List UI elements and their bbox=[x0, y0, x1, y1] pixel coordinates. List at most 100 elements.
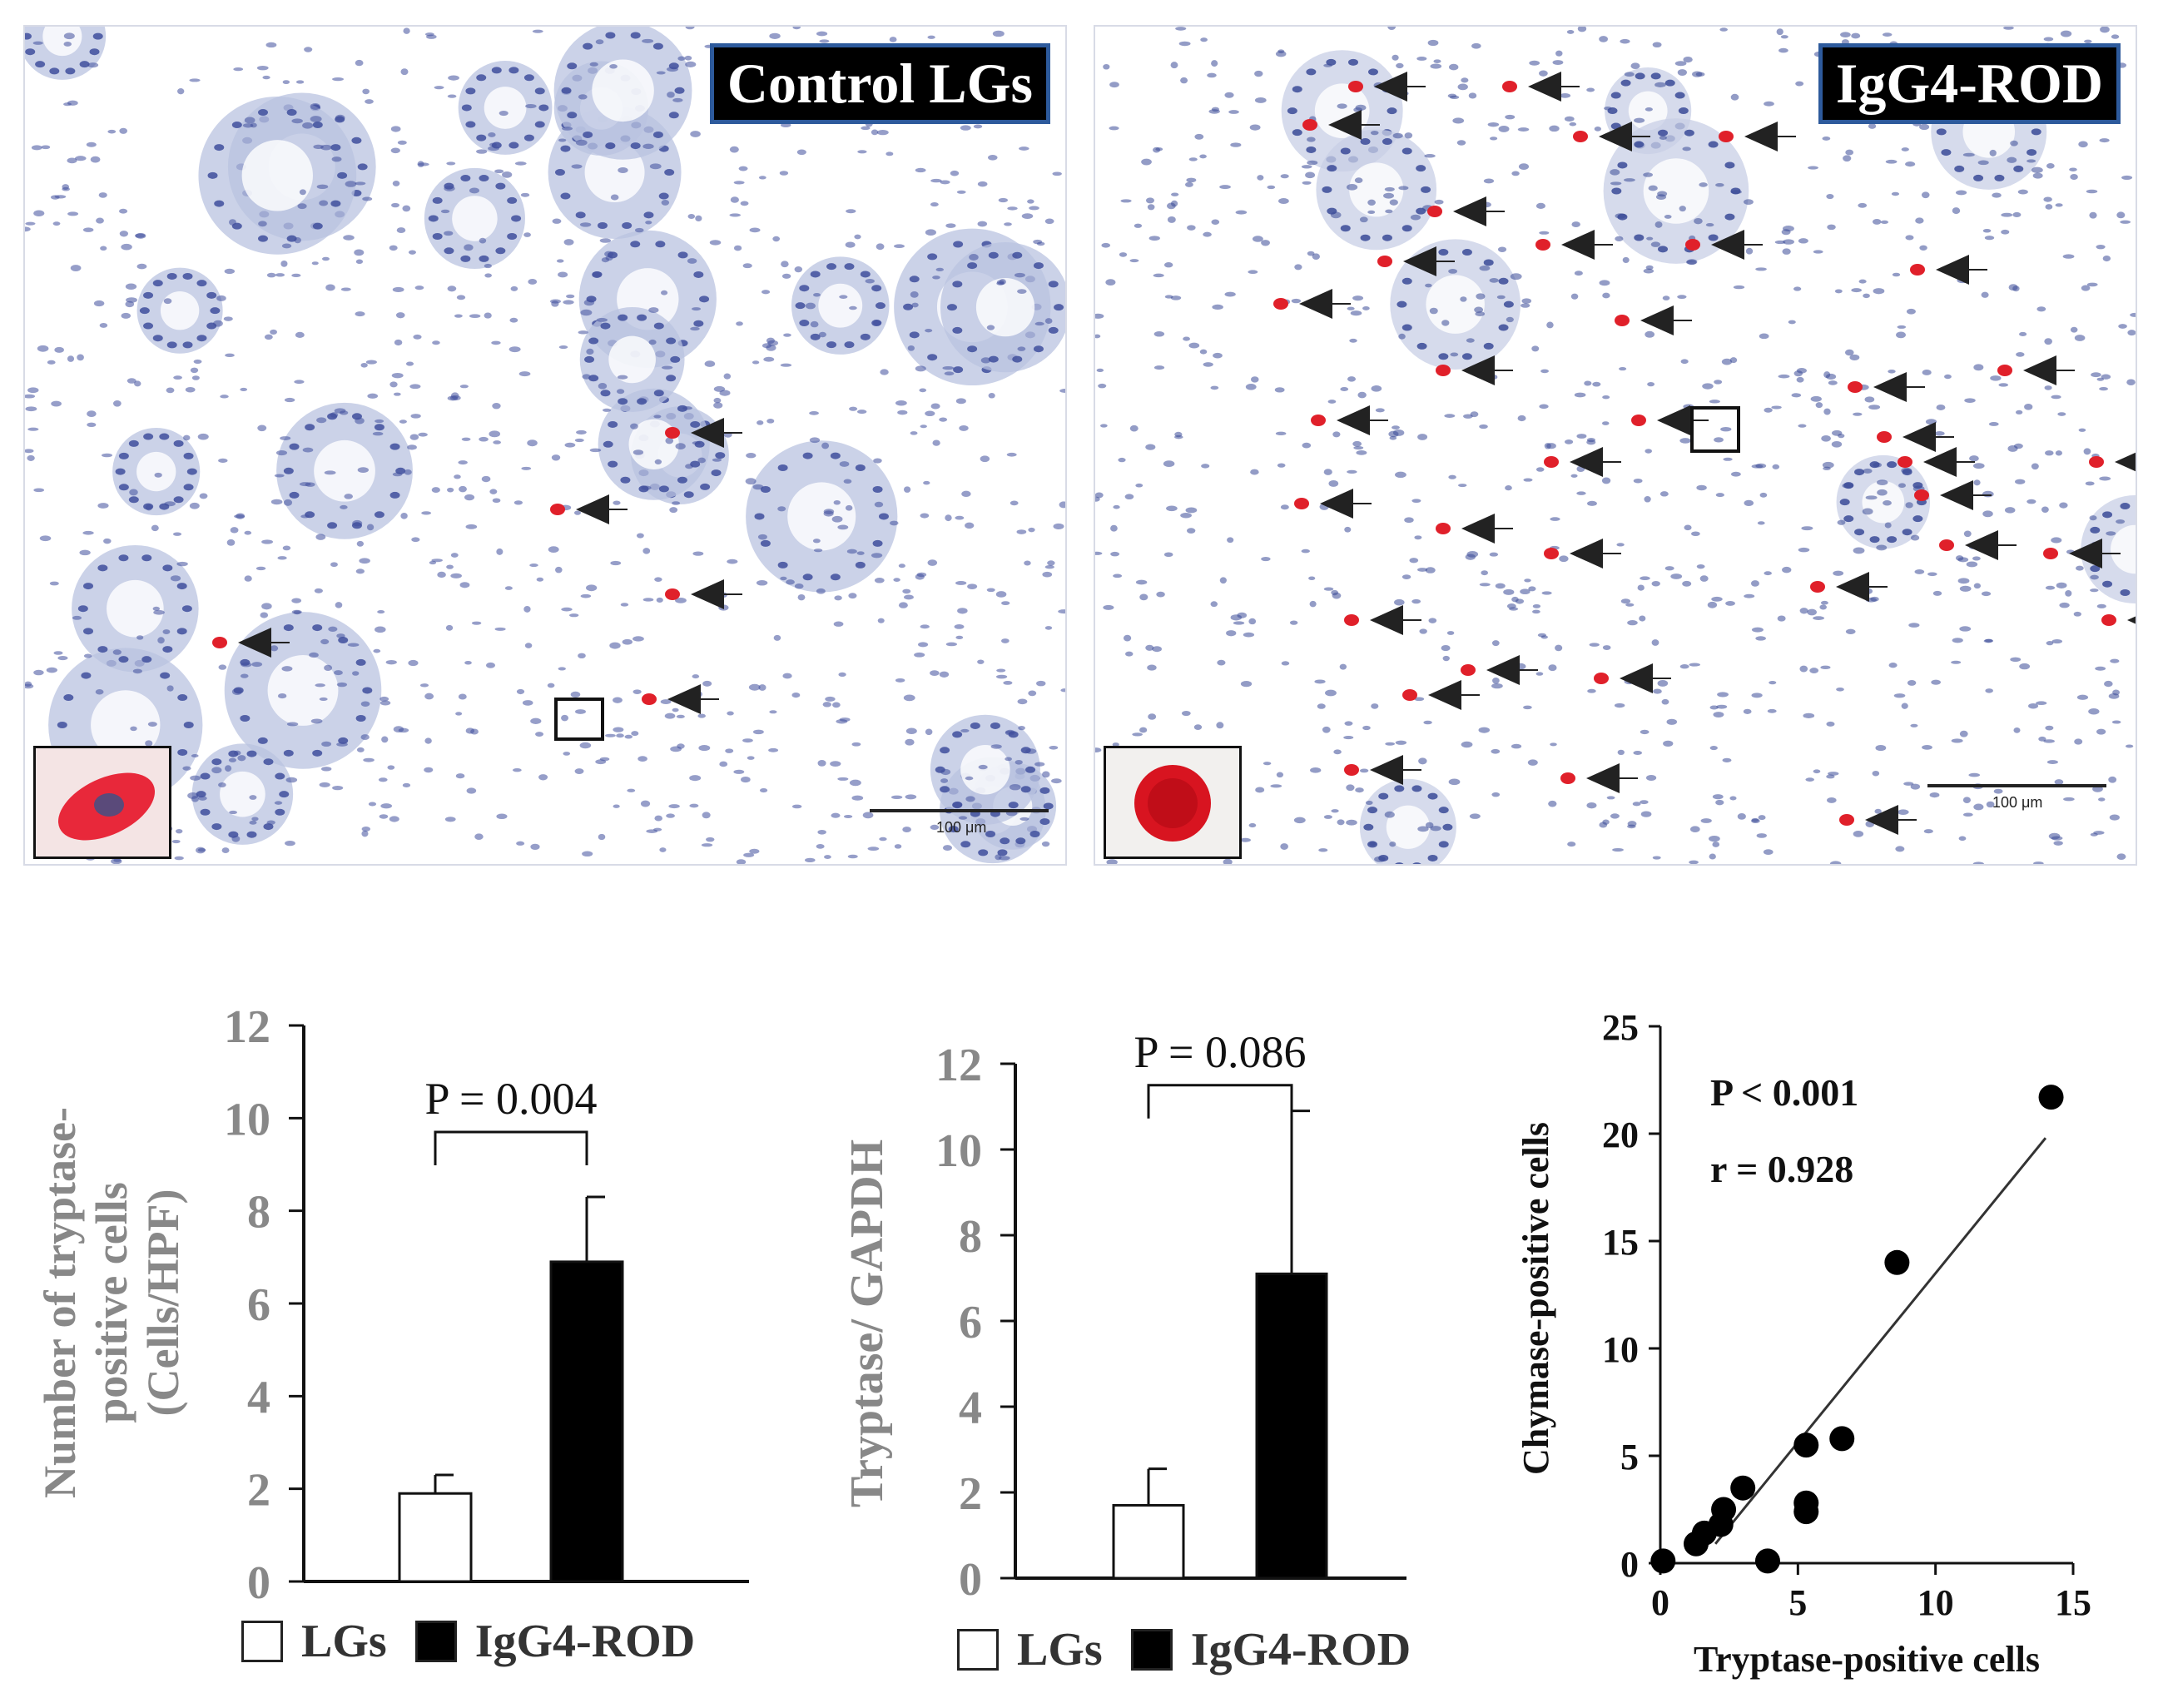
stromal-nucleus bbox=[2051, 638, 2063, 644]
stromal-nucleus bbox=[986, 588, 995, 593]
stromal-nucleus bbox=[1208, 109, 1220, 114]
stromal-nucleus bbox=[927, 35, 935, 39]
stromal-nucleus bbox=[193, 359, 202, 365]
stromal-nucleus bbox=[667, 92, 675, 98]
stromal-nucleus bbox=[2130, 312, 2136, 317]
stromal-nucleus bbox=[554, 566, 563, 573]
stromal-nucleus bbox=[1337, 103, 1347, 109]
gland-lumen bbox=[1386, 805, 1430, 849]
stromal-nucleus bbox=[314, 588, 323, 593]
stromal-nucleus bbox=[1796, 367, 1807, 374]
bar-igg4-rod bbox=[549, 1260, 624, 1583]
stromal-nucleus bbox=[355, 181, 366, 186]
stromal-nucleus bbox=[1711, 596, 1723, 602]
stromal-nucleus bbox=[1719, 27, 1729, 32]
arrow-marker bbox=[1528, 72, 1561, 102]
stromal-nucleus bbox=[310, 718, 323, 724]
nucleus bbox=[196, 280, 207, 287]
stromal-nucleus bbox=[182, 766, 191, 771]
stromal-nucleus bbox=[558, 271, 568, 278]
nucleus bbox=[444, 247, 454, 255]
stromal-nucleus bbox=[2120, 220, 2131, 224]
stromal-nucleus bbox=[2041, 506, 2049, 513]
stromal-nucleus bbox=[1880, 220, 1889, 225]
nucleus bbox=[460, 255, 471, 262]
stromal-nucleus bbox=[1725, 601, 1735, 606]
stromal-nucleus bbox=[645, 221, 652, 225]
stromal-nucleus bbox=[675, 598, 687, 603]
nucleus bbox=[327, 522, 338, 529]
stromal-nucleus bbox=[955, 581, 967, 585]
stromal-nucleus bbox=[894, 844, 902, 849]
stromal-nucleus bbox=[672, 708, 679, 712]
stromal-nucleus bbox=[871, 553, 883, 559]
stromal-nucleus bbox=[1294, 264, 1302, 271]
stromal-nucleus bbox=[1132, 732, 1143, 737]
stromal-nucleus bbox=[1825, 373, 1837, 380]
stromal-nucleus bbox=[1434, 199, 1444, 205]
stromal-nucleus bbox=[1677, 295, 1687, 300]
stromal-nucleus bbox=[1550, 742, 1557, 747]
stromal-nucleus bbox=[1017, 289, 1027, 295]
nucleus bbox=[1684, 129, 1694, 137]
nucleus bbox=[860, 271, 871, 278]
nucleus bbox=[844, 341, 855, 349]
stromal-nucleus bbox=[1240, 681, 1253, 688]
stromal-nucleus bbox=[136, 635, 144, 640]
stromal-nucleus bbox=[1651, 639, 1659, 646]
stromal-nucleus bbox=[1853, 831, 1864, 837]
stromal-nucleus bbox=[1759, 333, 1769, 340]
nucleus bbox=[83, 583, 94, 590]
stromal-nucleus bbox=[32, 41, 43, 45]
stromal-nucleus bbox=[2045, 725, 2054, 731]
stromal-nucleus bbox=[1474, 306, 1484, 313]
nucleus bbox=[652, 131, 663, 138]
nucleus bbox=[1347, 58, 1358, 66]
nucleus bbox=[263, 758, 274, 766]
mast-cell bbox=[1535, 239, 1550, 251]
stromal-nucleus bbox=[469, 187, 479, 194]
stromal-nucleus bbox=[510, 285, 518, 291]
stromal-nucleus bbox=[1791, 393, 1802, 398]
mast-cell bbox=[1436, 523, 1451, 534]
stromal-nucleus bbox=[627, 788, 636, 792]
y-tick-label: 10 bbox=[224, 1094, 270, 1145]
legend-swatch-igg4-2 bbox=[1130, 1629, 1173, 1671]
stromal-nucleus bbox=[1027, 199, 1034, 204]
nucleus bbox=[81, 672, 92, 679]
stromal-nucleus bbox=[459, 485, 467, 493]
stromal-nucleus bbox=[1000, 638, 1010, 643]
nucleus bbox=[214, 144, 225, 151]
stromal-nucleus bbox=[965, 522, 975, 529]
stromal-nucleus bbox=[595, 759, 607, 765]
nucleus bbox=[1708, 234, 1719, 241]
nucleus bbox=[246, 831, 257, 838]
stromal-nucleus bbox=[832, 702, 841, 708]
stromal-nucleus bbox=[648, 307, 659, 314]
stromal-nucleus bbox=[1233, 621, 1245, 625]
stromal-nucleus bbox=[766, 419, 775, 424]
stromal-nucleus bbox=[1003, 681, 1013, 685]
stromal-nucleus bbox=[455, 773, 465, 779]
stromal-nucleus bbox=[1888, 663, 1898, 668]
stromal-nucleus bbox=[980, 357, 991, 364]
stromal-nucleus bbox=[391, 202, 399, 208]
nucleus bbox=[584, 355, 595, 363]
stromal-nucleus bbox=[321, 256, 330, 261]
mast-cell bbox=[1377, 256, 1392, 267]
nucleus bbox=[1382, 138, 1392, 146]
stromal-nucleus bbox=[986, 325, 995, 330]
stromal-nucleus bbox=[1576, 434, 1587, 439]
nucleus bbox=[754, 513, 765, 520]
stromal-nucleus bbox=[685, 61, 697, 67]
stromal-nucleus bbox=[1312, 253, 1320, 261]
y-tick-label: 6 bbox=[959, 1297, 982, 1348]
stromal-nucleus bbox=[637, 756, 647, 762]
stromal-nucleus bbox=[1148, 713, 1157, 720]
stromal-nucleus bbox=[1876, 479, 1888, 486]
scatter-point bbox=[1730, 1475, 1756, 1501]
stromal-nucleus bbox=[596, 318, 608, 322]
stromal-nucleus bbox=[1574, 271, 1583, 276]
stromal-nucleus bbox=[1952, 638, 1963, 643]
stromal-nucleus bbox=[1540, 369, 1549, 374]
